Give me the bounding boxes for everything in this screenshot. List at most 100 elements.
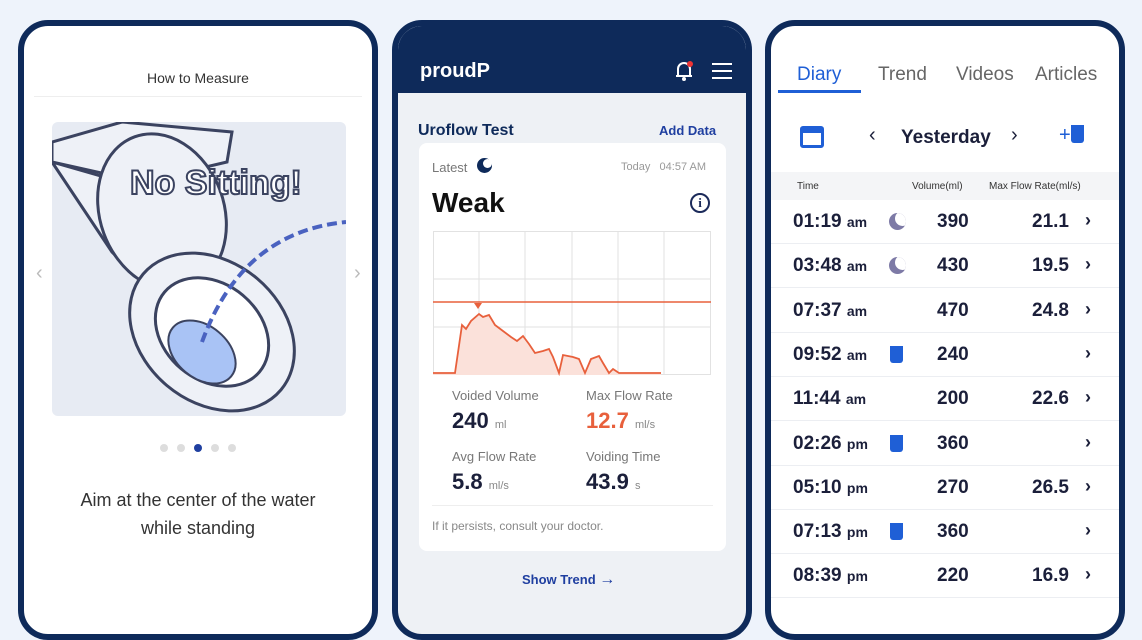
moon-icon [477,158,492,173]
flow-curve-chart [433,231,711,376]
row-volume: 220 [937,565,969,587]
ampm: am [846,258,868,275]
carousel-dot-active[interactable] [194,444,202,452]
latest-label: Latest [432,160,468,175]
chevron-right-icon: › [1085,564,1091,585]
tab-articles[interactable]: Articles [1035,64,1098,85]
ampm: am [846,214,868,230]
row-max-flow: 16.9 [1032,565,1069,587]
avg-flow-label: Avg Flow Rate [452,449,537,464]
value: 5.8 [452,469,483,494]
tab-diary[interactable]: Diary [797,64,842,85]
row-time: 11:44 am [793,388,866,410]
chevron-right-icon: › [1085,254,1091,275]
ampm: pm [846,524,868,541]
diary-row[interactable]: 03:48 am 430 19.5 › [771,244,1119,289]
how-to-measure-screen: How to Measure No Sitting! ‹ › Aim at th… [18,20,378,640]
row-time: 08:39 pm [793,565,868,587]
time: 07:37 [793,299,842,321]
arrow-right-icon: → [599,571,616,588]
time: 11:44 [793,388,841,410]
unit: ml/s [634,419,656,431]
time: 02:26 [793,432,842,454]
diary-row[interactable]: 11:44 am 200 22.6 › [771,377,1119,422]
time: 09:52 [793,343,842,365]
chevron-right-icon: › [1085,210,1091,230]
instruction-caption: Aim at the center of the water while sta… [24,486,372,542]
ampm: pm [846,435,868,452]
caption-line: while standing [140,518,256,538]
moon-icon [889,257,906,275]
menu-icon[interactable] [712,62,732,85]
row-time: 05:10 pm [793,477,868,499]
section-title: Uroflow Test [418,122,514,139]
toilet-illustration: No Sitting! [52,122,346,416]
column-time: Time [797,181,819,192]
water-cup-icon [890,523,903,541]
row-volume: 360 [937,432,969,454]
unit: ml [494,419,507,431]
row-time: 02:26 pm [793,433,868,455]
ampm: am [846,346,868,363]
diary-row[interactable]: 08:39 pm 220 16.9 › [771,554,1119,599]
diary-row[interactable]: 05:10 pm 270 26.5 › [771,466,1119,510]
carousel-prev-icon[interactable]: ‹ [36,262,43,284]
moon-icon [889,213,906,230]
time: 07:13 [793,521,842,543]
divider [432,505,713,506]
calendar-icon[interactable] [800,126,824,148]
carousel-dot[interactable] [160,444,168,452]
max-flow-value: 12.7 ml/s [586,408,655,434]
avg-flow-value: 5.8 ml/s [452,469,509,495]
next-day-icon[interactable]: › [1011,124,1018,146]
carousel-dot[interactable] [228,444,236,452]
voiding-time-value: 43.9 s [586,469,640,495]
max-flow-label: Max Flow Rate [586,388,673,403]
row-max-flow: 19.5 [1032,255,1069,277]
carousel-dots[interactable] [24,444,372,452]
row-max-flow: 26.5 [1032,476,1069,498]
diary-row[interactable]: 01:19 am 390 21.1 › [771,200,1119,244]
row-time: 03:48 am [793,255,867,277]
chevron-right-icon: › [1085,431,1091,452]
time: 05:10 [793,476,842,498]
date-label: Yesterday [901,127,991,148]
app-logo: proudP [420,60,490,82]
carousel-next-icon[interactable]: › [354,262,361,284]
prev-day-icon[interactable]: ‹ [869,124,876,146]
max-marker [474,303,482,309]
carousel-dot[interactable] [177,444,185,452]
divider [34,96,362,97]
row-max-flow: 21.1 [1032,211,1069,232]
show-trend-label: Show Trend [522,572,596,587]
tab-trend[interactable]: Trend [878,64,927,85]
time: 03:48 [793,255,842,277]
app-header: proudP [398,26,746,93]
timestamp: Today 04:57 AM [621,161,706,173]
ampm: am [845,391,867,408]
value: 43.9 [586,469,629,494]
voided-volume-label: Voided Volume [452,388,539,403]
diary-row[interactable]: 07:13 pm 360 › [771,510,1119,555]
carousel-dot[interactable] [211,444,219,452]
chevron-right-icon: › [1085,298,1091,319]
row-time: 09:52 am [793,344,867,366]
add-data-link[interactable]: Add Data [659,123,717,138]
row-volume: 360 [937,521,969,543]
time: 04:57 AM [659,161,707,173]
unit: ml/s [488,480,509,492]
show-trend-button[interactable]: Show Trend → [522,571,615,589]
info-icon[interactable]: i [690,193,710,213]
diary-row[interactable]: 07:37 am 470 24.8 › [771,289,1119,333]
bell-icon[interactable] [674,60,694,87]
add-drink-icon[interactable]: + [1059,124,1084,147]
diary-row[interactable]: 09:52 am 240 › [771,333,1119,377]
row-volume: 470 [937,299,969,321]
row-time: 07:37 am [793,300,867,322]
chevron-right-icon: › [1085,520,1091,541]
row-volume: 390 [937,211,969,232]
tab-videos[interactable]: Videos [956,64,1014,85]
row-volume: 430 [937,255,969,277]
voided-volume-value: 240 ml [452,408,506,434]
diary-row[interactable]: 02:26 pm 360 › [771,422,1119,466]
